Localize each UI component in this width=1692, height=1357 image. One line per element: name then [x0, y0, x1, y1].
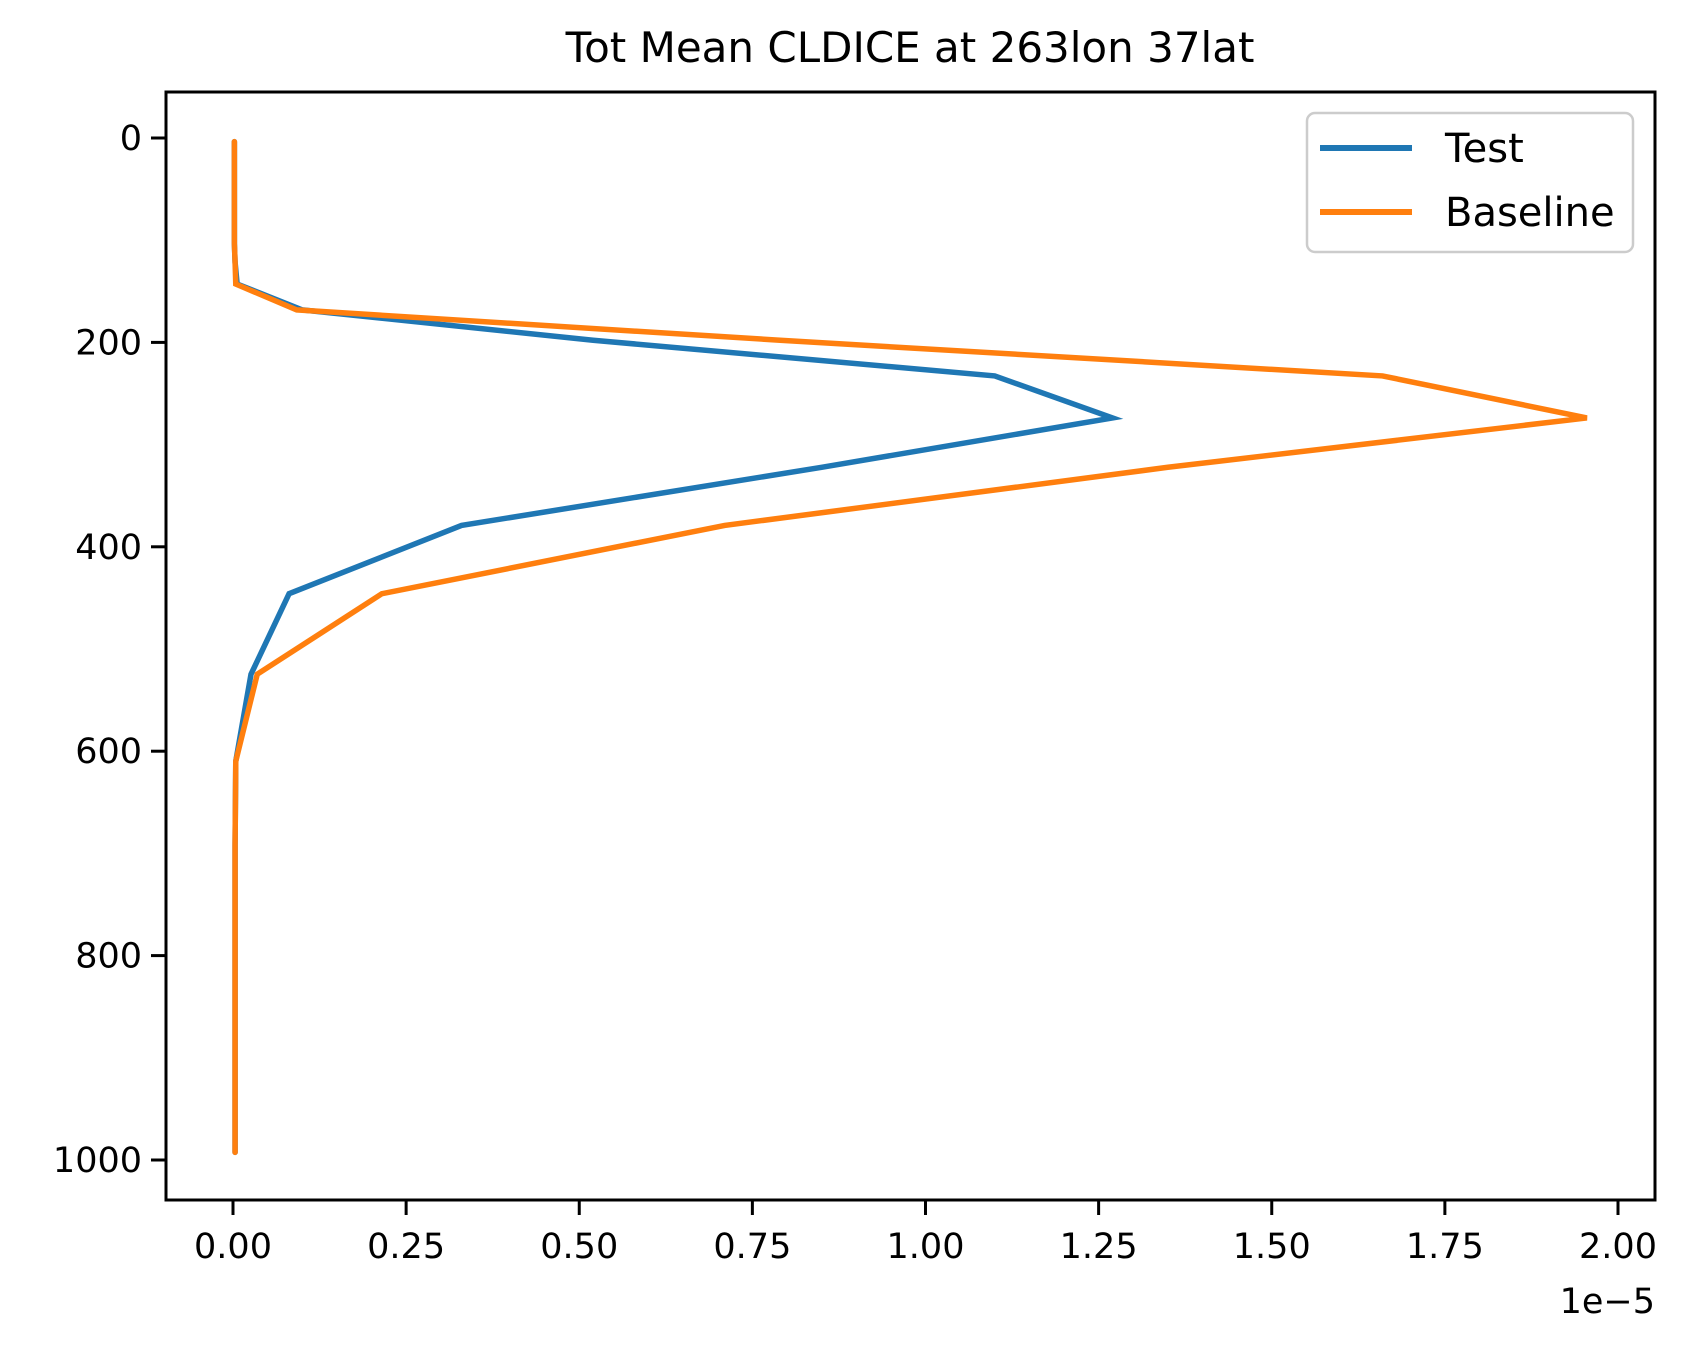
test-line	[231, 138, 1124, 1156]
x-tick-label: 1.25	[1060, 1227, 1138, 1267]
x-tick-label: 0.75	[713, 1227, 791, 1267]
y-tick-label: 800	[75, 937, 142, 977]
y-tick-label: 600	[75, 732, 142, 772]
x-tick-label: 1.50	[1233, 1227, 1311, 1267]
x-tick-label: 0.00	[194, 1227, 272, 1267]
y-tick-label: 200	[75, 323, 142, 363]
x-tick-label: 0.25	[367, 1227, 445, 1267]
y-tick-label: 400	[75, 528, 142, 568]
baseline-line	[231, 138, 1588, 1156]
plot-border	[164, 90, 1657, 1202]
legend-label-baseline: Baseline	[1445, 190, 1615, 236]
data-series	[231, 138, 1588, 1156]
x-tick-label: 0.50	[540, 1227, 618, 1267]
y-axis-ticks: 0 200 400 600 800 1000	[53, 119, 166, 1181]
y-tick-label: 0	[120, 119, 142, 159]
x-axis-ticks: 0.00 0.25 0.50 0.75 1.00 1.25 1.50 1.75 2.00	[194, 1200, 1657, 1267]
legend: Test Baseline	[1305, 111, 1635, 254]
x-tick-label: 2.00	[1579, 1227, 1657, 1267]
x-axis-offset-label: 1e−5	[1560, 1282, 1655, 1322]
x-tick-label: 1.00	[887, 1227, 965, 1267]
x-tick-label: 1.75	[1406, 1227, 1484, 1267]
chart-title: Tot Mean CLDICE at 263lon 37lat	[565, 23, 1255, 72]
y-tick-label: 1000	[53, 1141, 142, 1181]
legend-label-test: Test	[1444, 126, 1524, 172]
